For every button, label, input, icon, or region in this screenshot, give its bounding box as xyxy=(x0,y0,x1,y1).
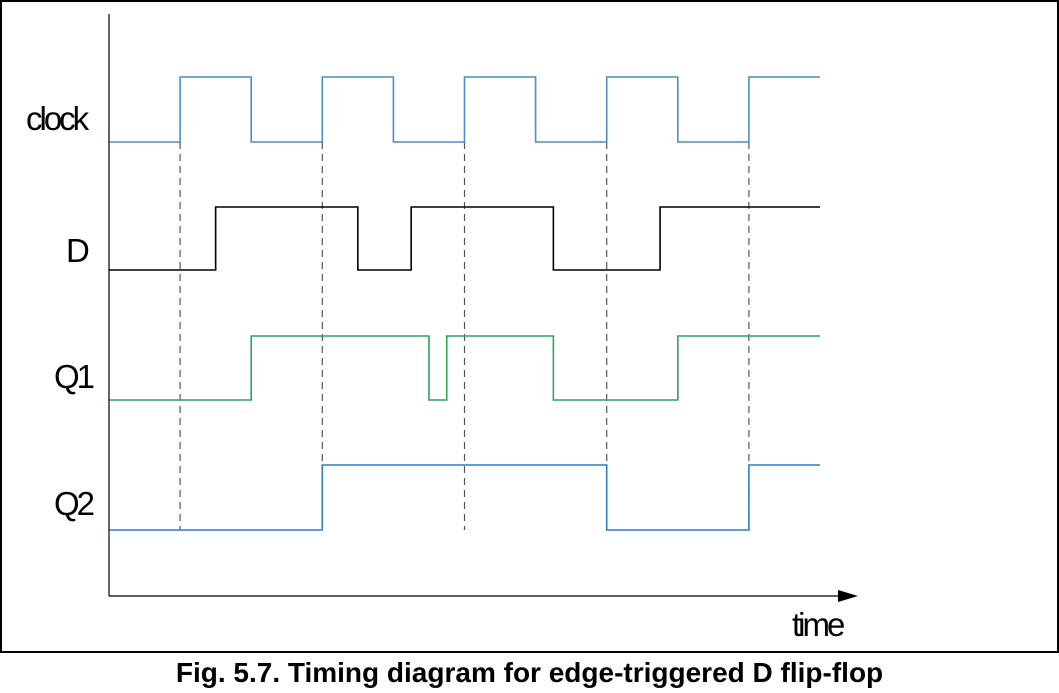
axes: time xyxy=(108,14,858,643)
clock-label: clock xyxy=(26,100,90,137)
signal-labels: clock D Q1 Q2 xyxy=(26,100,97,522)
waveforms xyxy=(109,76,820,531)
q2-waveform xyxy=(109,464,820,531)
clock-waveform xyxy=(109,76,820,143)
q1-label: Q1 xyxy=(54,358,94,395)
q1-waveform xyxy=(109,335,820,401)
figure-caption: Fig. 5.7. Timing diagram for edge-trigge… xyxy=(175,657,884,688)
timing-diagram: time clock D Q1 Q2 xyxy=(0,0,1059,651)
x-axis-arrowhead xyxy=(838,590,858,602)
q2-label: Q2 xyxy=(54,485,94,522)
d-label: D xyxy=(66,232,89,269)
outer-border xyxy=(0,0,1059,651)
x-axis-label: time xyxy=(792,606,844,643)
caption-bar: Fig. 5.7. Timing diagram for edge-trigge… xyxy=(0,651,1059,693)
d-waveform xyxy=(109,206,820,271)
